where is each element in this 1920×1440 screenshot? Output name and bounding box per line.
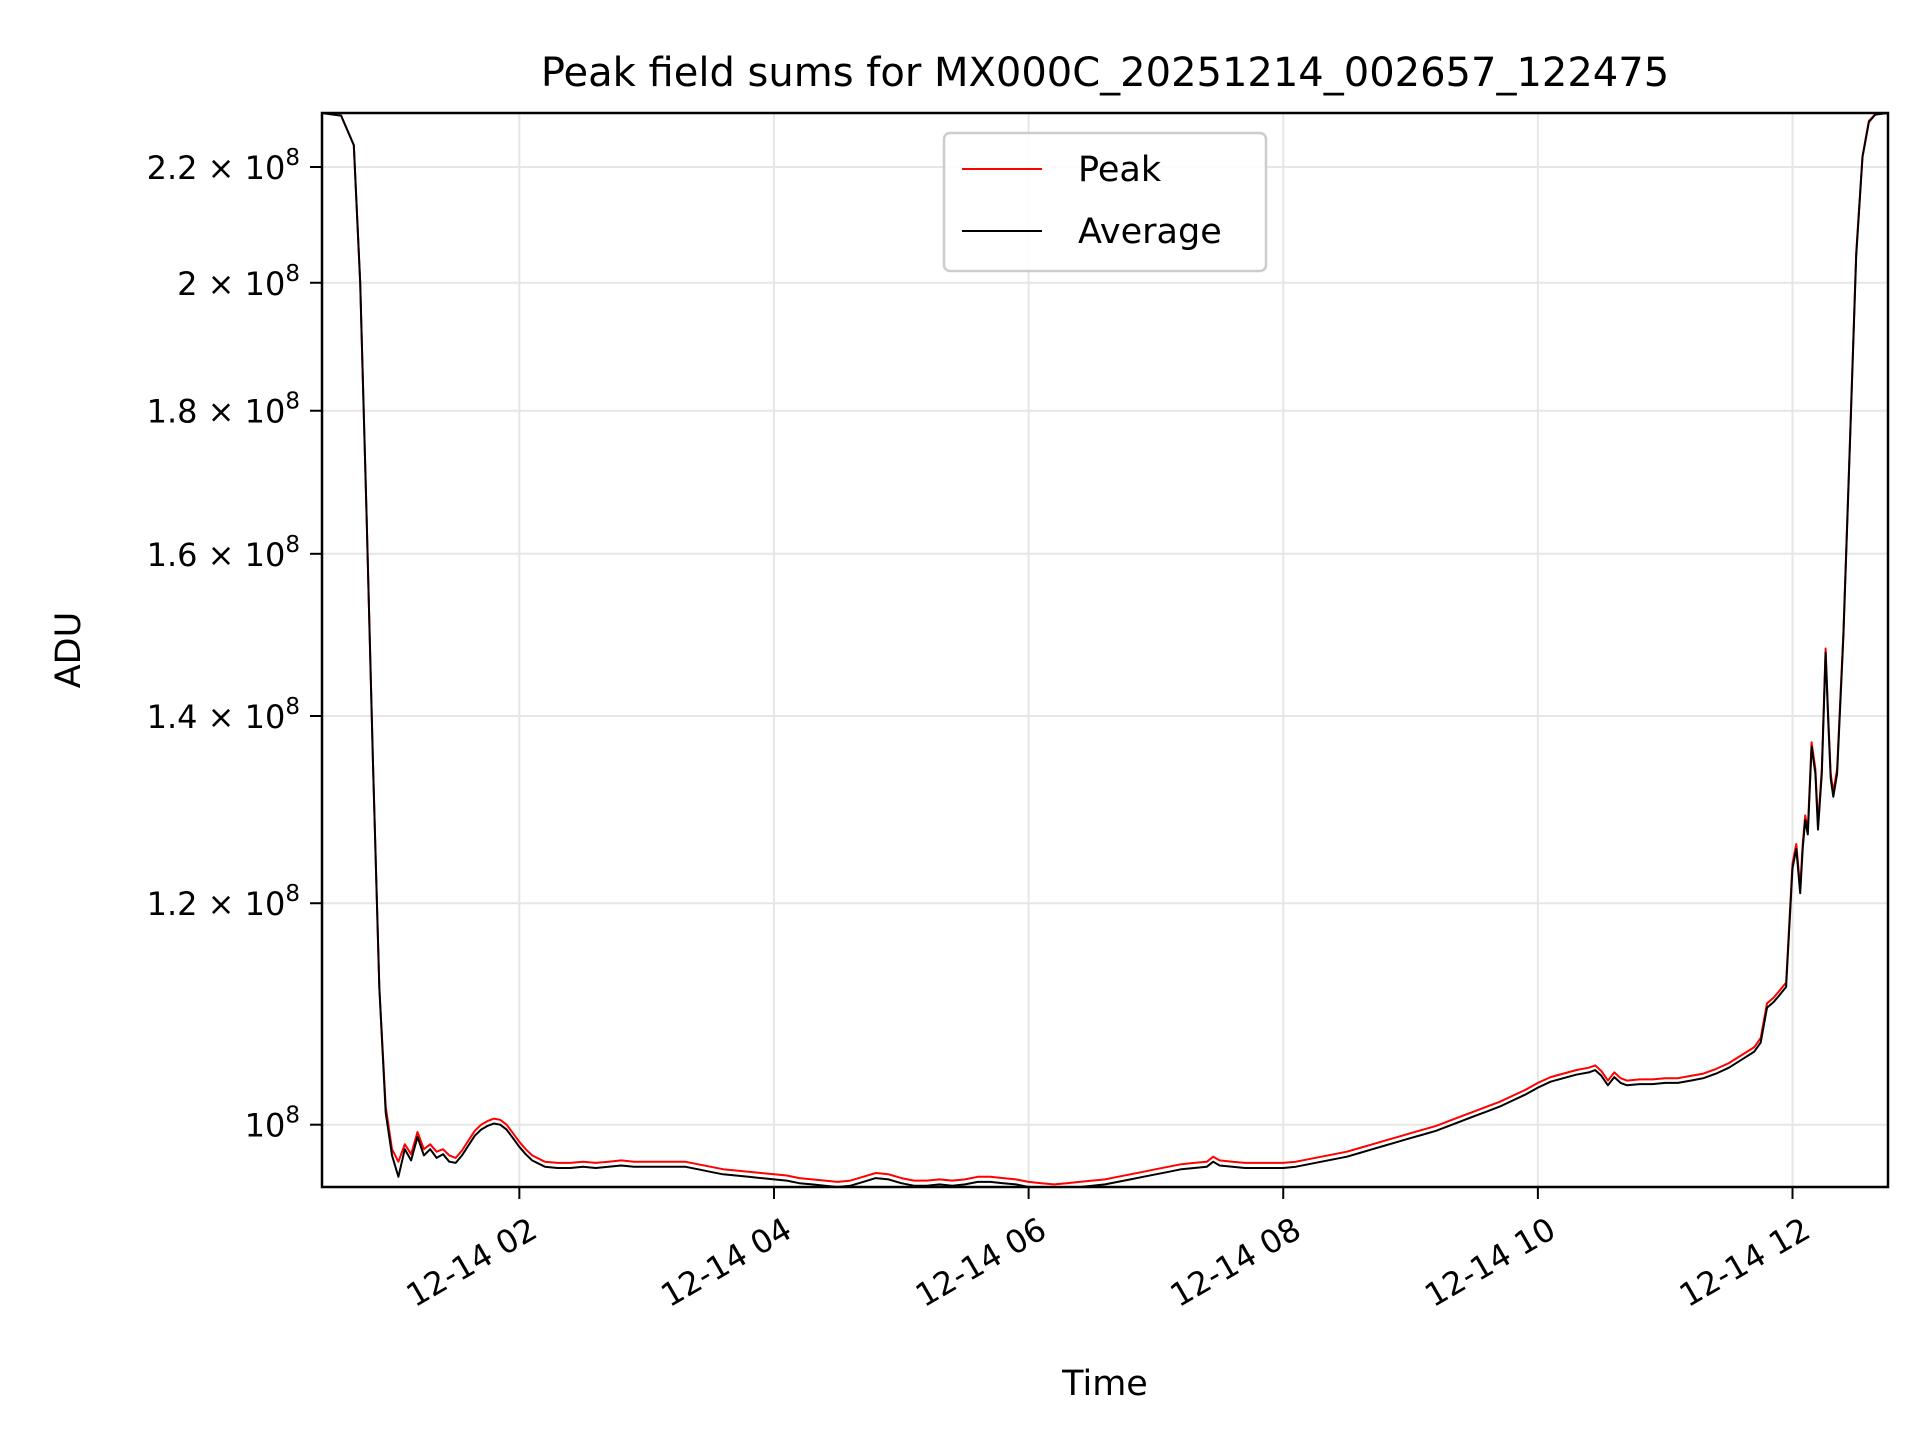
y-tick-label: 1.2 × 108 xyxy=(147,881,300,923)
plot-frame xyxy=(320,111,1890,1189)
legend: Peak Average xyxy=(942,131,1268,273)
legend-label-peak: Peak xyxy=(1078,150,1162,190)
x-axis-label: Time xyxy=(1061,1364,1148,1404)
series-line-peak xyxy=(321,112,1889,1186)
y-tick-label: 1.6 × 108 xyxy=(147,532,300,574)
chart-title: Peak field sums for MX000C_20251214_0026… xyxy=(541,50,1669,96)
grid xyxy=(322,113,1888,1187)
y-tick-label: 1.4 × 108 xyxy=(147,694,300,736)
y-tick-label: 1.8 × 108 xyxy=(147,389,300,431)
top-margin xyxy=(0,0,1920,113)
legend-label-average: Average xyxy=(1078,212,1222,252)
bottom-margin xyxy=(0,1187,1920,1440)
series-layer xyxy=(321,112,1889,1191)
legend-box xyxy=(942,131,1268,273)
y-tick-label: 108 xyxy=(245,1103,300,1145)
y-tick-label: 2 × 108 xyxy=(177,261,300,303)
y-axis-label: ADU xyxy=(49,612,89,689)
y-tick-label: 2.2 × 108 xyxy=(147,145,300,187)
series-line-average xyxy=(321,112,1889,1191)
